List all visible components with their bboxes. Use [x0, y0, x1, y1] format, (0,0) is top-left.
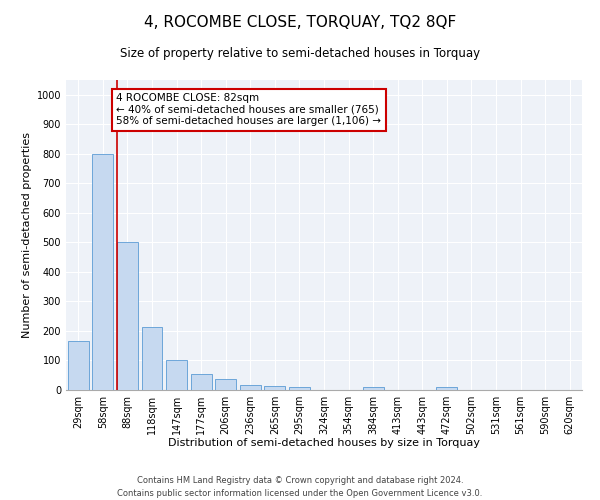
Bar — [117, 242, 138, 390]
Bar — [240, 384, 261, 390]
Bar — [166, 360, 187, 390]
Bar — [265, 386, 286, 390]
Text: 4 ROCOMBE CLOSE: 82sqm
← 40% of semi-detached houses are smaller (765)
58% of se: 4 ROCOMBE CLOSE: 82sqm ← 40% of semi-det… — [116, 94, 382, 126]
Bar — [142, 326, 163, 390]
Bar — [289, 387, 310, 390]
Y-axis label: Number of semi-detached properties: Number of semi-detached properties — [22, 132, 32, 338]
Bar — [191, 374, 212, 390]
Text: Size of property relative to semi-detached houses in Torquay: Size of property relative to semi-detach… — [120, 48, 480, 60]
Text: Contains HM Land Registry data © Crown copyright and database right 2024.
Contai: Contains HM Land Registry data © Crown c… — [118, 476, 482, 498]
Bar — [362, 387, 383, 390]
Bar — [92, 154, 113, 390]
X-axis label: Distribution of semi-detached houses by size in Torquay: Distribution of semi-detached houses by … — [168, 438, 480, 448]
Bar — [215, 379, 236, 390]
Bar — [68, 342, 89, 390]
Text: 4, ROCOMBE CLOSE, TORQUAY, TQ2 8QF: 4, ROCOMBE CLOSE, TORQUAY, TQ2 8QF — [144, 15, 456, 30]
Bar — [436, 387, 457, 390]
